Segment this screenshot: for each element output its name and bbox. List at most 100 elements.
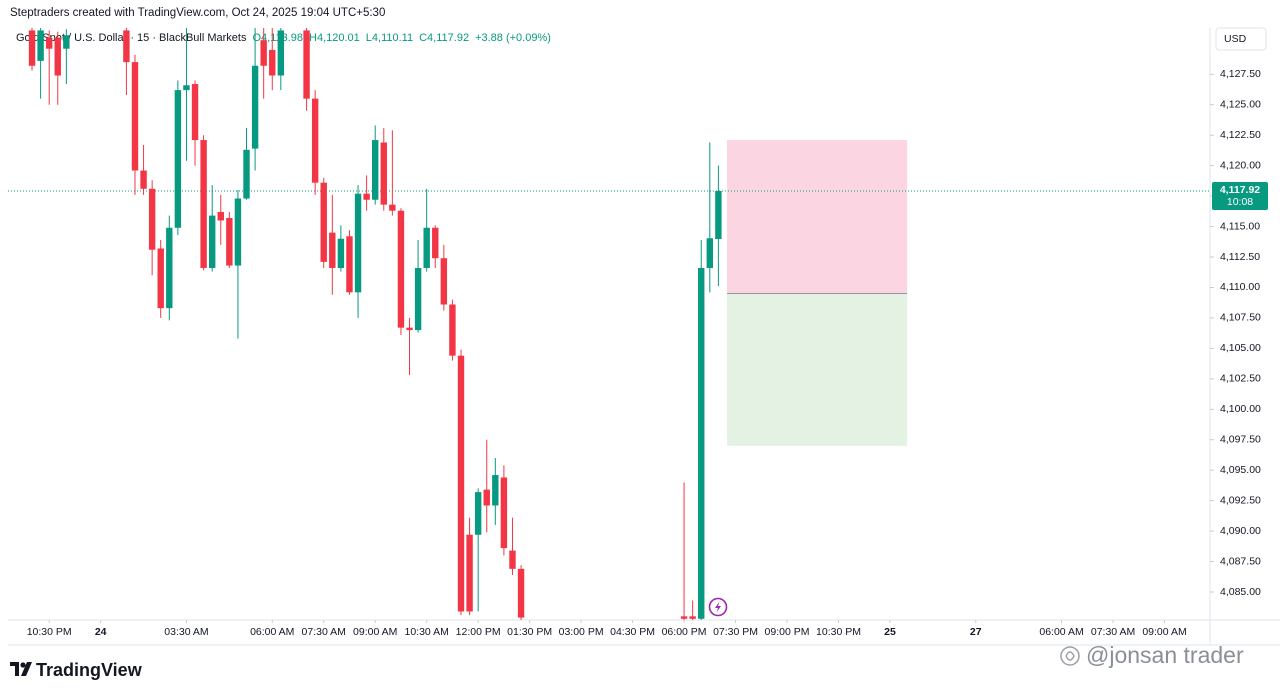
candle-body bbox=[363, 193, 370, 200]
y-tick-label: 4,127.50 bbox=[1220, 68, 1261, 80]
candle-body bbox=[45, 37, 53, 49]
y-tick-label: 4,097.50 bbox=[1220, 434, 1261, 446]
ohlc-value: H4,120.01 bbox=[309, 32, 360, 44]
x-tick-label: 06:00 AM bbox=[1039, 626, 1083, 638]
flash-icon bbox=[708, 597, 728, 617]
x-tick-label: 06:00 AM bbox=[250, 626, 294, 638]
candle-body bbox=[689, 616, 696, 619]
target-zone bbox=[726, 293, 908, 446]
candle-body bbox=[226, 218, 233, 266]
candle-body bbox=[346, 236, 353, 293]
candle-body bbox=[492, 475, 499, 506]
candle-body bbox=[483, 489, 490, 506]
y-tick-label: 4,087.50 bbox=[1220, 555, 1261, 567]
y-tick-label: 4,100.00 bbox=[1220, 403, 1261, 415]
candle-body bbox=[517, 568, 525, 618]
credit: Steptraders created with TradingView.com… bbox=[10, 7, 385, 19]
x-tick-label: 07:30 PM bbox=[713, 626, 758, 638]
stop-zone bbox=[726, 140, 908, 294]
last-price-label: 4,117.92 bbox=[1220, 184, 1260, 196]
candle-body bbox=[509, 550, 516, 569]
y-tick-label: 4,115.00 bbox=[1220, 220, 1260, 232]
candle-body bbox=[329, 232, 336, 268]
x-tick-label: 01:30 PM bbox=[507, 626, 552, 638]
y-tick-label: 4,092.50 bbox=[1220, 494, 1261, 506]
ohlc-value: L4,110.11 bbox=[366, 32, 413, 44]
y-tick-label: 4,122.50 bbox=[1220, 129, 1261, 141]
currency-button[interactable] bbox=[1215, 27, 1267, 51]
candle-body bbox=[148, 188, 156, 250]
watermark: @jonsan trader bbox=[1086, 642, 1244, 668]
candle-body bbox=[131, 62, 139, 171]
candle-body bbox=[251, 65, 259, 149]
x-tick-label: 10:30 PM bbox=[27, 626, 72, 638]
candle-body bbox=[28, 30, 36, 66]
candle-body bbox=[183, 85, 190, 91]
candle-body bbox=[406, 327, 413, 331]
x-tick-label: 10:30 AM bbox=[404, 626, 448, 638]
candle-body bbox=[500, 477, 508, 549]
plot bbox=[8, 28, 1210, 620]
x-tick-label: 24 bbox=[95, 626, 107, 638]
x-tick-label: 12:00 PM bbox=[456, 626, 501, 638]
y-tick-label: 4,105.00 bbox=[1220, 342, 1261, 354]
x-tick-label: 04:30 PM bbox=[610, 626, 655, 638]
candle-body bbox=[174, 90, 182, 228]
candle-body bbox=[449, 304, 456, 356]
candle-body bbox=[217, 211, 224, 221]
candle-body bbox=[311, 98, 319, 183]
x-tick-label: 09:00 PM bbox=[765, 626, 810, 638]
x-tick-label: 03:00 PM bbox=[559, 626, 604, 638]
candle-body bbox=[260, 40, 267, 66]
candle-body bbox=[191, 84, 199, 141]
y-tick-label: 4,085.00 bbox=[1220, 586, 1261, 598]
y-tick-label: 4,125.00 bbox=[1220, 99, 1261, 111]
candle-body bbox=[303, 30, 310, 99]
candle-body bbox=[380, 142, 387, 205]
y-tick-label: 4,110.00 bbox=[1220, 281, 1260, 293]
candle-body bbox=[63, 35, 70, 49]
candle-body bbox=[269, 49, 276, 76]
tv-logo-icon bbox=[10, 662, 32, 676]
x-tick-label: 09:00 AM bbox=[1142, 626, 1186, 638]
candle-body bbox=[140, 170, 147, 189]
x-tick-label: 07:30 AM bbox=[302, 626, 346, 638]
x-tick-label: 06:00 PM bbox=[662, 626, 707, 638]
countdown: 10:08 bbox=[1227, 196, 1253, 208]
ohlc-value: C4,117.92 bbox=[419, 32, 469, 44]
candle-body bbox=[474, 492, 482, 535]
y-tick-label: 4,095.00 bbox=[1220, 464, 1261, 476]
candle-body bbox=[457, 355, 465, 612]
candle-body bbox=[440, 258, 448, 305]
x-tick-label: 09:00 AM bbox=[353, 626, 397, 638]
y-tick-label: 4,120.00 bbox=[1220, 159, 1261, 171]
y-tick-label: 4,112.50 bbox=[1220, 251, 1260, 263]
candle-body bbox=[414, 267, 422, 331]
candle-body bbox=[397, 210, 405, 328]
legend: Gold Spot / U.S. Dollar · 15 · BlackBull… bbox=[16, 32, 551, 44]
candle-body bbox=[680, 616, 688, 619]
x-tick-label: 25 bbox=[884, 626, 896, 638]
candle-body bbox=[372, 140, 379, 200]
currency[interactable]: USD bbox=[1224, 33, 1247, 45]
x-tick-label: 10:30 PM bbox=[816, 626, 861, 638]
candle-body bbox=[157, 248, 164, 309]
candle-body bbox=[208, 215, 216, 268]
candle-body bbox=[423, 227, 430, 268]
candle-body bbox=[320, 182, 327, 262]
candle-body bbox=[698, 267, 705, 619]
candle-body bbox=[200, 140, 207, 268]
candle-body bbox=[54, 37, 61, 76]
candle-body bbox=[243, 149, 250, 199]
y-tick-label: 4,107.50 bbox=[1220, 312, 1261, 324]
tv-logo: TradingView bbox=[36, 660, 143, 680]
x-tick-label: 07:30 AM bbox=[1091, 626, 1135, 638]
candle-body bbox=[715, 190, 722, 239]
watermark-icon bbox=[1060, 646, 1080, 666]
candle-body bbox=[123, 30, 130, 63]
symbol: Gold Spot / U.S. Dollar · 15 · BlackBull… bbox=[16, 32, 247, 44]
last-price-tag bbox=[1212, 181, 1268, 210]
ohlc-value: +3.88 (+0.09%) bbox=[475, 32, 551, 44]
